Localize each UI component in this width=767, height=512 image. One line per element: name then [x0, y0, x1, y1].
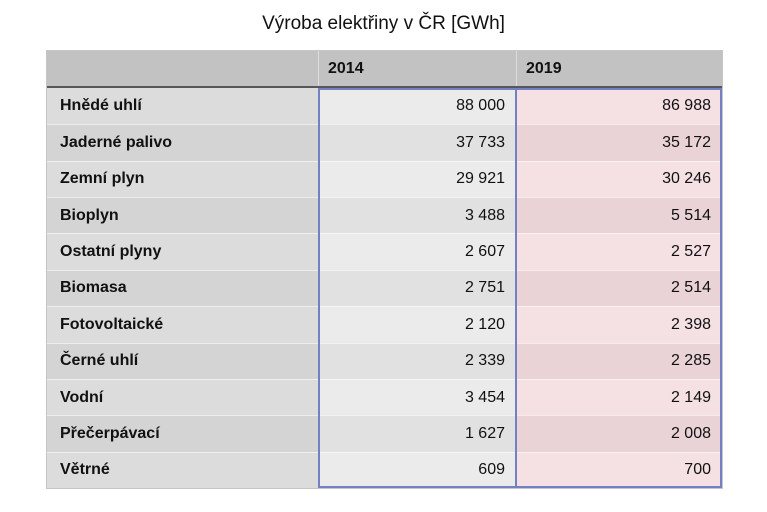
value-cell-2019[interactable]: 2 285: [516, 342, 722, 379]
header-cell-2014[interactable]: 2014: [318, 51, 516, 86]
value-cell-2014[interactable]: 2 751: [318, 269, 516, 307]
value-cell-2019[interactable]: 5 514: [516, 197, 722, 234]
row-label-cell[interactable]: Biomasa: [47, 269, 318, 307]
table-row: Biomasa 2 751 2 514: [47, 269, 722, 307]
row-label-cell[interactable]: Jaderné palivo: [47, 124, 318, 161]
header-cell-2019[interactable]: 2019: [516, 51, 722, 86]
row-label-cell[interactable]: Vodní: [47, 378, 318, 416]
table-row: Fotovoltaické 2 120 2 398: [47, 306, 722, 343]
value-cell-2014[interactable]: 1 627: [318, 415, 516, 452]
value-cell-2014[interactable]: 2 607: [318, 233, 516, 270]
table-row: Hnědé uhlí 88 000 86 988: [47, 88, 722, 125]
data-table: 2014 2019 Hnědé uhlí 88 000 86 988 Jader…: [46, 50, 723, 489]
value-cell-2019[interactable]: 86 988: [516, 88, 722, 125]
value-cell-2014[interactable]: 88 000: [318, 88, 516, 125]
value-cell-2014[interactable]: 29 921: [318, 160, 516, 198]
row-label-cell[interactable]: Bioplyn: [47, 197, 318, 234]
table-row: Zemní plyn 29 921 30 246: [47, 160, 722, 198]
row-label-cell[interactable]: Ostatní plyny: [47, 233, 318, 270]
table-row: Ostatní plyny 2 607 2 527: [47, 233, 722, 270]
table-row: Přečerpávací 1 627 2 008: [47, 415, 722, 452]
value-cell-2019[interactable]: 35 172: [516, 124, 722, 161]
value-cell-2014[interactable]: 2 339: [318, 342, 516, 379]
value-cell-2019[interactable]: 2 527: [516, 233, 722, 270]
row-label-cell[interactable]: Větrné: [47, 451, 318, 488]
table-row: Jaderné palivo 37 733 35 172: [47, 124, 722, 161]
value-cell-2014[interactable]: 3 454: [318, 378, 516, 416]
row-label-cell[interactable]: Hnědé uhlí: [47, 88, 318, 125]
page-title: Výroba elektřiny v ČR [GWh]: [262, 13, 505, 34]
table-row: Bioplyn 3 488 5 514: [47, 197, 722, 234]
table-body: Hnědé uhlí 88 000 86 988 Jaderné palivo …: [47, 88, 722, 488]
table-row: Vodní 3 454 2 149: [47, 378, 722, 416]
value-cell-2019[interactable]: 2 514: [516, 269, 722, 307]
table-header: 2014 2019: [47, 51, 722, 88]
value-cell-2019[interactable]: 2 398: [516, 306, 722, 343]
row-label-cell[interactable]: Fotovoltaické: [47, 306, 318, 343]
value-cell-2014[interactable]: 3 488: [318, 197, 516, 234]
value-cell-2014[interactable]: 609: [318, 451, 516, 488]
value-cell-2019[interactable]: 30 246: [516, 160, 722, 198]
row-label-cell[interactable]: Přečerpávací: [47, 415, 318, 452]
value-cell-2019[interactable]: 2 008: [516, 415, 722, 452]
table-row: Větrné 609 700: [47, 451, 722, 488]
row-label-cell[interactable]: Zemní plyn: [47, 160, 318, 198]
table-row: Černé uhlí 2 339 2 285: [47, 342, 722, 379]
value-cell-2014[interactable]: 2 120: [318, 306, 516, 343]
header-empty-cell[interactable]: [47, 51, 318, 86]
table-header-row: 2014 2019: [47, 51, 722, 86]
value-cell-2014[interactable]: 37 733: [318, 124, 516, 161]
value-cell-2019[interactable]: 2 149: [516, 378, 722, 416]
value-cell-2019[interactable]: 700: [516, 451, 722, 488]
row-label-cell[interactable]: Černé uhlí: [47, 342, 318, 379]
